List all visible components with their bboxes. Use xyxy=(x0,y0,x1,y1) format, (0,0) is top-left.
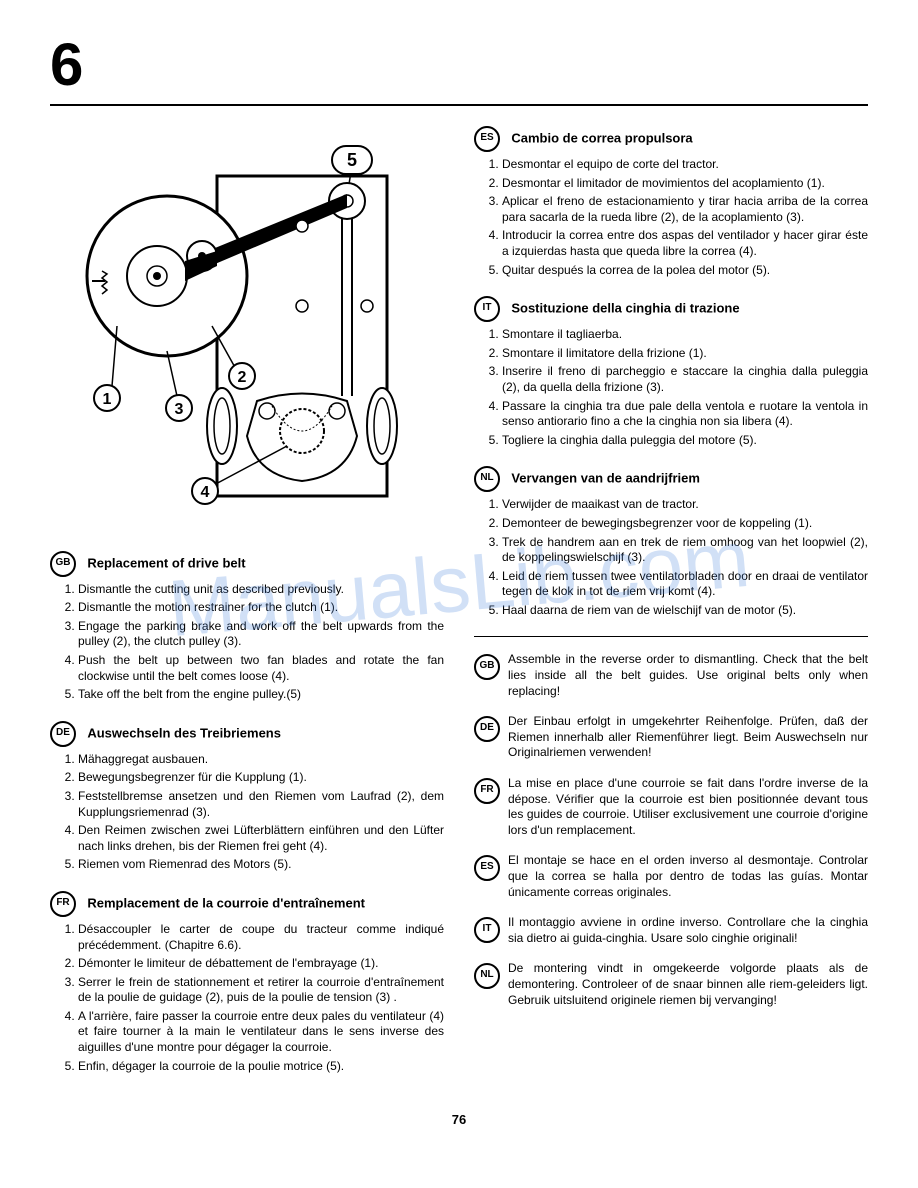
list-item: Desmontar el limitador de movimientos de… xyxy=(502,176,868,192)
lang-badge-es: ES xyxy=(474,126,500,152)
list-item: Inserire il freno di parcheggio e stacca… xyxy=(502,364,868,395)
chapter-number: 6 xyxy=(50,30,868,99)
note-text: Il montaggio avviene in ordine inverso. … xyxy=(508,915,868,946)
note-text: Der Einbau erfolgt in umgekehrter Reihen… xyxy=(508,714,868,761)
note-nl: NL De montering vindt in omgekeerde volg… xyxy=(474,961,868,1008)
list-item: Feststellbremse ansetzen und den Riemen … xyxy=(78,789,444,820)
note-text: El montaje se hace en el orden inverso a… xyxy=(508,853,868,900)
separator xyxy=(474,636,868,637)
list-item: Introducir la correa entre dos aspas del… xyxy=(502,228,868,259)
note-it: IT Il montaggio avviene in ordine invers… xyxy=(474,915,868,946)
note-text: De montering vindt in omgekeerde volgord… xyxy=(508,961,868,1008)
note-de: DE Der Einbau erfolgt in umgekehrter Rei… xyxy=(474,714,868,761)
section-title-gb: Replacement of drive belt xyxy=(87,555,245,570)
lang-badge-fr-icon: FR xyxy=(474,778,500,804)
left-column: 1 2 3 4 5 GB Replacement of drive belt D… xyxy=(50,126,444,1092)
lang-badge-de: DE xyxy=(50,721,76,747)
note-gb: GB Assemble in the reverse order to dism… xyxy=(474,652,868,699)
lang-badge-it-icon: IT xyxy=(474,917,500,943)
section-it: IT Sostituzione della cinghia di trazion… xyxy=(474,296,868,448)
divider xyxy=(50,104,868,106)
list-item: Dismantle the motion restrainer for the … xyxy=(78,600,444,616)
list-item: Aplicar el freno de estacionamiento y ti… xyxy=(502,194,868,225)
content-columns: 1 2 3 4 5 GB Replacement of drive belt D… xyxy=(50,126,868,1092)
belt-diagram: 1 2 3 4 5 xyxy=(50,126,444,526)
section-es: ES Cambio de correa propulsora Desmontar… xyxy=(474,126,868,278)
list-item: Démonter le limiteur de débattement de l… xyxy=(78,956,444,972)
list-item: Togliere la cinghia dalla puleggia del m… xyxy=(502,433,868,449)
lang-badge-gb-icon: GB xyxy=(474,654,500,680)
list-item: Trek de handrem aan en trek de riem omho… xyxy=(502,535,868,566)
section-title-es: Cambio de correa propulsora xyxy=(511,131,692,146)
note-es: ES El montaje se hace en el orden invers… xyxy=(474,853,868,900)
lang-badge-gb: GB xyxy=(50,551,76,577)
list-item: Serrer le frein de stationnement et reti… xyxy=(78,975,444,1006)
list-nl: Verwijder de maaikast van de tractor. De… xyxy=(484,497,868,618)
list-item: Dismantle the cutting unit as described … xyxy=(78,582,444,598)
list-es: Desmontar el equipo de corte del tractor… xyxy=(484,157,868,278)
diagram-label-3: 3 xyxy=(175,401,184,418)
note-text: Assemble in the reverse order to dismant… xyxy=(508,652,868,699)
lang-badge-nl: NL xyxy=(474,466,500,492)
section-title-fr: Remplacement de la courroie d'entraîneme… xyxy=(87,895,365,910)
note-text: La mise en place d'une courroie se fait … xyxy=(508,776,868,838)
list-item: Leid de riem tussen twee ventilatorblade… xyxy=(502,569,868,600)
page: ManualsLib.com 6 xyxy=(0,0,918,1167)
list-item: Désaccoupler le carter de coupe du tract… xyxy=(78,922,444,953)
section-gb: GB Replacement of drive belt Dismantle t… xyxy=(50,551,444,703)
list-item: Push the belt up between two fan blades … xyxy=(78,653,444,684)
list-item: Quitar después la correa de la polea del… xyxy=(502,263,868,279)
list-item: Desmontar el equipo de corte del tractor… xyxy=(502,157,868,173)
section-title-de: Auswechseln des Treibriemens xyxy=(87,725,281,740)
section-title-nl: Vervangen van de aandrijfriem xyxy=(511,471,700,486)
list-it: Smontare il tagliaerba. Smontare il limi… xyxy=(484,327,868,448)
list-item: Riemen vom Riemenrad des Motors (5). xyxy=(78,857,444,873)
list-gb: Dismantle the cutting unit as described … xyxy=(60,582,444,703)
section-nl: NL Vervangen van de aandrijfriem Verwijd… xyxy=(474,466,868,618)
section-title-it: Sostituzione della cinghia di trazione xyxy=(511,301,739,316)
diagram-label-1: 1 xyxy=(103,391,112,408)
list-item: Den Reimen zwischen zwei Lüfterblättern … xyxy=(78,823,444,854)
list-item: Smontare il limitatore della frizione (1… xyxy=(502,346,868,362)
list-de: Mähaggregat ausbauen. Bewegungsbegrenzer… xyxy=(60,752,444,873)
lang-badge-es-icon: ES xyxy=(474,855,500,881)
list-item: Haal daarna de riem van de wielschijf va… xyxy=(502,603,868,619)
list-item: Take off the belt from the engine pulley… xyxy=(78,687,444,703)
note-fr: FR La mise en place d'une courroie se fa… xyxy=(474,776,868,838)
list-fr: Désaccoupler le carter de coupe du tract… xyxy=(60,922,444,1074)
list-item: Mähaggregat ausbauen. xyxy=(78,752,444,768)
lang-badge-nl-icon: NL xyxy=(474,963,500,989)
list-item: Smontare il tagliaerba. xyxy=(502,327,868,343)
list-item: A l'arrière, faire passer la courroie en… xyxy=(78,1009,444,1056)
list-item: Engage the parking brake and work off th… xyxy=(78,619,444,650)
section-de: DE Auswechseln des Treibriemens Mähaggre… xyxy=(50,721,444,873)
diagram-label-4: 4 xyxy=(201,484,210,501)
list-item: Verwijder de maaikast van de tractor. xyxy=(502,497,868,513)
lang-badge-fr: FR xyxy=(50,891,76,917)
diagram-label-5: 5 xyxy=(347,150,357,170)
lang-badge-it: IT xyxy=(474,296,500,322)
list-item: Bewegungsbegrenzer für die Kupplung (1). xyxy=(78,770,444,786)
list-item: Demonteer de bewegingsbegrenzer voor de … xyxy=(502,516,868,532)
right-column: ES Cambio de correa propulsora Desmontar… xyxy=(474,126,868,1092)
lang-badge-de-icon: DE xyxy=(474,716,500,742)
list-item: Passare la cinghia tra due pale della ve… xyxy=(502,399,868,430)
section-fr: FR Remplacement de la courroie d'entraîn… xyxy=(50,891,444,1074)
diagram-label-2: 2 xyxy=(238,369,247,386)
list-item: Enfin, dégager la courroie de la poulie … xyxy=(78,1059,444,1075)
page-number: 76 xyxy=(50,1112,868,1127)
